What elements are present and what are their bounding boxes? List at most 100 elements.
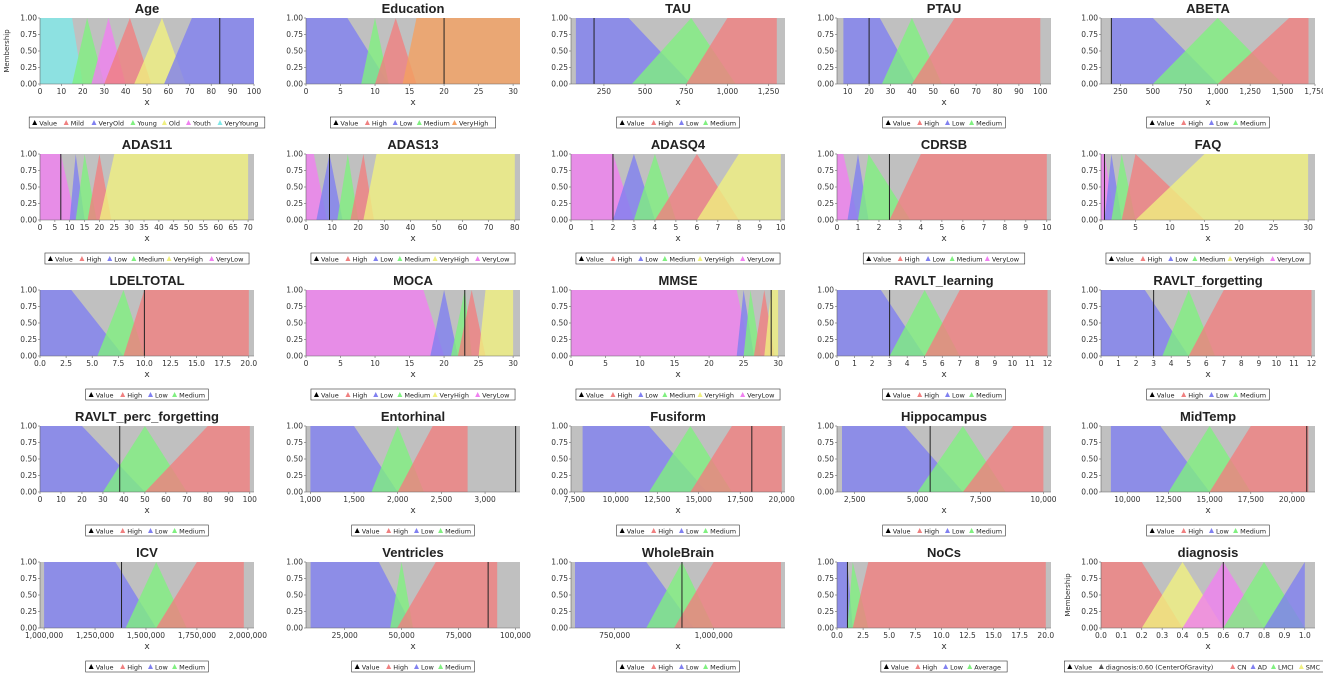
legend-entry: Low (380, 392, 393, 400)
y-tick-label: 1.00 (551, 558, 568, 567)
legend-swatch (949, 256, 955, 261)
legend-swatch (1227, 256, 1233, 261)
legend-entry: Value (1157, 528, 1175, 536)
legend-entry: Medium (976, 120, 1002, 128)
legend-entry: Low (933, 256, 946, 264)
legend-swatch (414, 664, 419, 669)
x-tick-label: 0.1 (1115, 631, 1127, 640)
x-tick-label: 3,000 (474, 495, 496, 504)
x-tick-label: 20 (439, 359, 449, 368)
legend-swatch (1181, 528, 1187, 533)
x-tick-label: 90 (1014, 87, 1024, 96)
legend-box (310, 252, 516, 265)
x-tick-label: 7.5 (909, 631, 921, 640)
legend-swatch (866, 256, 872, 261)
legend-box (616, 660, 740, 673)
legend-swatch (679, 664, 684, 669)
chart-title: MOCA (393, 273, 433, 288)
x-tick-label: 0.2 (1136, 631, 1148, 640)
legend-entry: Value (340, 120, 358, 128)
x-axis-label: x (144, 234, 150, 244)
y-tick-label: 0.00 (286, 352, 303, 361)
x-tick-label: 2 (611, 223, 616, 232)
x-tick-label: 1 (852, 359, 857, 368)
y-tick-label: 1.00 (20, 14, 37, 23)
x-tick-label: 6 (960, 223, 965, 232)
x-tick-label: 70 (971, 87, 981, 96)
legend: Value Mild VeryOld Young Old Youth VeryYoung (28, 116, 266, 129)
legend-swatch (438, 528, 444, 533)
y-tick-label: 0.00 (551, 624, 568, 633)
chart-title: WholeBrain (642, 545, 714, 560)
x-tick-label: 30 (380, 223, 390, 232)
legend: Value High Low Medium (85, 524, 209, 537)
x-tick-label: 35 (139, 223, 149, 232)
x-tick-label: 9 (992, 359, 997, 368)
x-tick-label: 1,250,000 (76, 631, 114, 640)
y-tick-label: 0.25 (286, 199, 303, 208)
legend-swatch (1149, 392, 1155, 397)
legend-swatch (186, 120, 191, 125)
legend: Value High Low Medium (85, 388, 209, 401)
x-tick-label: 250 (1113, 87, 1128, 96)
x-tick-label: 2.5 (60, 359, 72, 368)
y-tick-label: 1.00 (817, 286, 834, 295)
legend-entry: Medium (404, 256, 430, 264)
legend-swatch (432, 392, 438, 397)
x-axis-label: x (675, 234, 681, 244)
x-tick-label: 50 (432, 223, 442, 232)
legend-entry: High (393, 528, 408, 536)
x-tick-label: 100,000 (500, 631, 531, 640)
x-axis-label: x (410, 642, 416, 652)
x-tick-label: 2,500 (431, 495, 453, 504)
y-tick-label: 1.00 (1081, 558, 1098, 567)
chart-panel-diagnosis: diagnosis 0.00 0.25 0.50 0.75 1.00 0.0 0.1 0.2 0.… (1061, 544, 1323, 680)
chart-panel-ptau: PTAU 0.00 0.25 0.50 0.75 1.00 10 20 30 40 50 60 70 80… (797, 0, 1061, 136)
x-tick-label: 7.5 (112, 359, 124, 368)
legend-box (1063, 660, 1323, 673)
x-tick-label: 10 (56, 495, 66, 504)
legend-swatch (354, 528, 360, 533)
y-tick-label: 0.50 (551, 455, 568, 464)
x-axis-label: x (1205, 98, 1211, 108)
legend: Value High Low Medium (1146, 116, 1270, 129)
x-tick-label: 25 (110, 223, 120, 232)
x-tick-label: 5 (940, 223, 945, 232)
legend-swatch (967, 664, 973, 669)
legend-swatch (47, 256, 53, 261)
legend-entry: Medium (669, 256, 695, 264)
x-tick-label: 0.7 (1238, 631, 1250, 640)
legend-box (575, 388, 781, 401)
x-tick-label: 0 (38, 87, 43, 96)
y-tick-label: 1.00 (20, 286, 37, 295)
x-tick-label: 20 (78, 87, 88, 96)
legend-entry: VeryLow (482, 256, 510, 264)
legend: Value High Low Medium VeryHigh VeryLow (310, 388, 516, 401)
x-tick-label: 20 (1234, 223, 1244, 232)
x-tick-label: 7 (981, 223, 986, 232)
membership-high (123, 290, 249, 356)
legend-swatch (883, 664, 889, 669)
legend-swatch (703, 120, 709, 125)
x-tick-label: 17,500 (1238, 495, 1264, 504)
x-tick-label: 60 (161, 495, 171, 504)
x-tick-label: 100 (1033, 87, 1048, 96)
legend-swatch (1149, 120, 1155, 125)
legend-swatch (578, 392, 584, 397)
y-tick-label: 0.50 (551, 319, 568, 328)
legend-entry: Young (136, 120, 156, 128)
legend-entry: Value (1116, 256, 1134, 264)
chart-title: NoCs (927, 545, 961, 560)
x-tick-label: 60 (164, 87, 174, 96)
x-tick-label: 60 (214, 223, 224, 232)
legend: Value High Low Medium (882, 524, 1006, 537)
legend-entry: VeryLow (747, 256, 775, 264)
legend-entry: High (127, 528, 142, 536)
legend-swatch (679, 120, 684, 125)
legend: Value High Low Medium VeryHigh VeryLow (575, 252, 781, 265)
y-tick-label: 0.75 (20, 574, 37, 583)
x-tick-label: 25 (474, 87, 484, 96)
x-tick-label: 10 (370, 87, 380, 96)
x-tick-label: 8 (736, 223, 741, 232)
